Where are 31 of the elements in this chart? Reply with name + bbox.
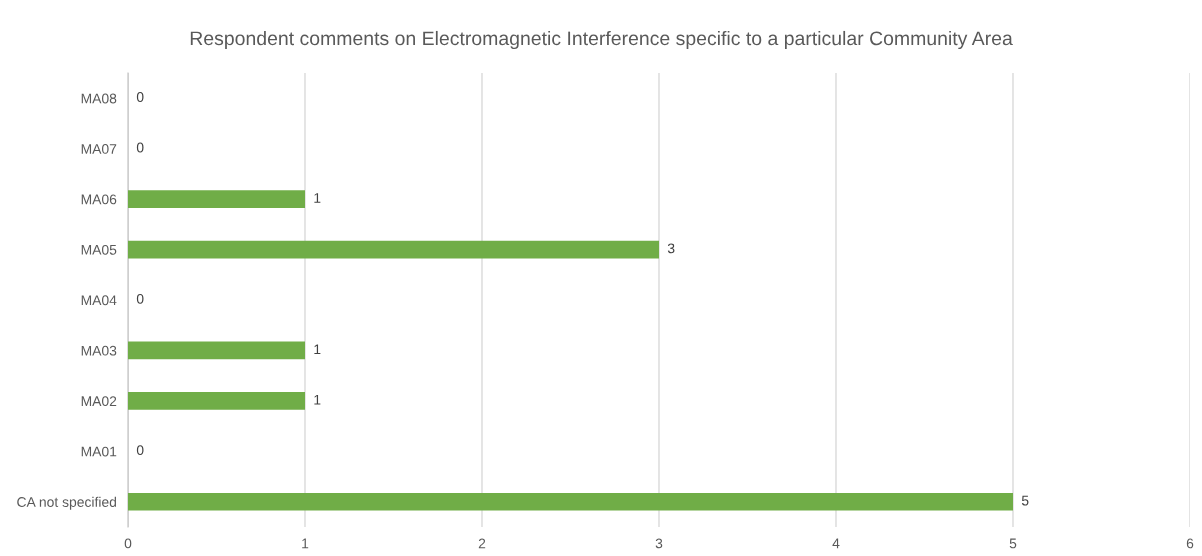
y-tick-label: MA04	[81, 295, 117, 306]
x-tick-label: 6	[1186, 538, 1194, 549]
data-label: 0	[136, 92, 144, 102]
bar	[128, 492, 1013, 511]
y-tick-label: MA02	[81, 396, 117, 407]
data-label: 1	[314, 394, 321, 405]
data-label: 0	[136, 293, 144, 304]
x-tick-label: 3	[655, 538, 663, 549]
x-tick-label: 0	[124, 538, 132, 549]
chart-title: Respondent comments on Electromagnetic Interference specific to a particular Community Area	[190, 30, 1013, 50]
bar	[128, 392, 305, 410]
data-label: 0	[136, 142, 144, 153]
y-tick-label: CA not specified	[17, 496, 116, 510]
y-tick-label: MA08	[81, 93, 117, 104]
y-tick-label: MA07	[81, 144, 117, 154]
x-tick-label: 2	[478, 538, 486, 549]
bar	[128, 341, 305, 360]
y-tick-label: MA03	[81, 345, 117, 356]
bar	[128, 240, 659, 259]
bar	[128, 190, 305, 208]
x-tick-label: 5	[1009, 538, 1017, 549]
data-label: 1	[314, 344, 321, 355]
y-tick-label: MA05	[81, 244, 117, 255]
data-label: 0	[136, 445, 144, 456]
x-tick-label: 4	[832, 538, 840, 549]
y-tick-label: MA01	[81, 446, 117, 457]
data-label: 1	[314, 193, 321, 203]
data-label: 5	[1021, 495, 1029, 506]
x-tick-label: 1	[302, 538, 309, 549]
data-label: 3	[667, 243, 675, 254]
y-tick-label: MA06	[81, 194, 117, 205]
